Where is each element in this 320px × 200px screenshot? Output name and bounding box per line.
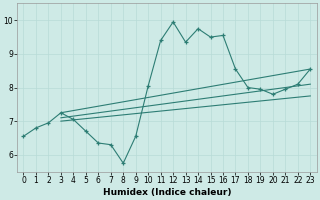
X-axis label: Humidex (Indice chaleur): Humidex (Indice chaleur) <box>103 188 231 197</box>
